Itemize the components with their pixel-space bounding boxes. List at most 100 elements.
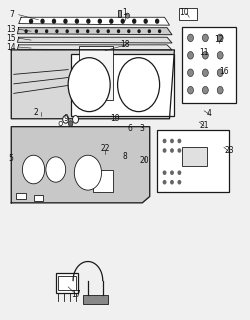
FancyBboxPatch shape	[182, 147, 206, 166]
Circle shape	[163, 180, 166, 184]
Circle shape	[144, 19, 147, 23]
FancyBboxPatch shape	[93, 170, 113, 192]
Text: 7: 7	[9, 10, 14, 19]
Text: 8: 8	[122, 152, 128, 161]
Polygon shape	[18, 45, 172, 50]
Circle shape	[158, 30, 160, 32]
Circle shape	[171, 140, 173, 142]
Text: 11: 11	[199, 48, 209, 57]
Polygon shape	[18, 37, 172, 43]
Text: 13: 13	[6, 25, 16, 34]
Circle shape	[110, 19, 113, 23]
Circle shape	[163, 140, 166, 142]
Circle shape	[217, 86, 223, 94]
Circle shape	[118, 30, 120, 32]
Text: 18: 18	[120, 40, 130, 49]
Circle shape	[68, 58, 110, 112]
Circle shape	[56, 30, 58, 32]
Circle shape	[41, 19, 44, 23]
Text: 16: 16	[219, 67, 229, 76]
Circle shape	[98, 19, 101, 23]
Circle shape	[87, 30, 89, 32]
Circle shape	[217, 34, 223, 42]
Circle shape	[163, 171, 166, 174]
Circle shape	[46, 30, 48, 32]
Text: 15: 15	[6, 34, 16, 43]
Circle shape	[36, 30, 37, 32]
Circle shape	[217, 69, 223, 76]
Circle shape	[188, 34, 194, 42]
Circle shape	[178, 140, 180, 142]
Circle shape	[64, 19, 67, 23]
Circle shape	[52, 19, 56, 23]
Text: 1: 1	[122, 8, 128, 17]
Circle shape	[76, 30, 78, 32]
Text: 14: 14	[6, 43, 16, 52]
FancyBboxPatch shape	[83, 295, 108, 304]
Circle shape	[178, 149, 180, 152]
Circle shape	[178, 180, 180, 184]
Text: 23: 23	[224, 146, 234, 155]
Polygon shape	[11, 127, 150, 203]
Circle shape	[59, 121, 62, 126]
Circle shape	[87, 19, 90, 23]
FancyBboxPatch shape	[118, 10, 121, 17]
Circle shape	[74, 155, 102, 190]
Circle shape	[72, 116, 78, 123]
Circle shape	[76, 19, 78, 23]
Circle shape	[66, 30, 68, 32]
Circle shape	[178, 171, 180, 174]
Polygon shape	[18, 28, 172, 35]
FancyBboxPatch shape	[180, 8, 197, 20]
Circle shape	[30, 19, 32, 23]
FancyBboxPatch shape	[70, 54, 174, 116]
Circle shape	[188, 86, 194, 94]
Circle shape	[163, 149, 166, 152]
Circle shape	[46, 157, 66, 182]
Text: 6: 6	[128, 124, 132, 133]
Text: 20: 20	[140, 156, 149, 164]
Text: 3: 3	[140, 124, 145, 133]
Circle shape	[121, 19, 124, 23]
Circle shape	[133, 19, 136, 23]
FancyBboxPatch shape	[157, 130, 229, 192]
Circle shape	[171, 180, 173, 184]
Text: 10: 10	[180, 8, 189, 17]
Circle shape	[188, 52, 194, 59]
Circle shape	[68, 121, 73, 126]
Circle shape	[126, 13, 130, 18]
FancyBboxPatch shape	[56, 273, 78, 293]
Text: 4: 4	[206, 108, 212, 117]
Circle shape	[202, 69, 208, 76]
Circle shape	[171, 171, 173, 174]
Circle shape	[63, 116, 69, 123]
Text: 9: 9	[63, 114, 68, 123]
Circle shape	[188, 69, 194, 76]
Text: 21: 21	[199, 121, 209, 130]
Circle shape	[156, 19, 158, 23]
Text: 2: 2	[34, 108, 38, 117]
FancyBboxPatch shape	[34, 195, 43, 201]
Circle shape	[148, 30, 150, 32]
Circle shape	[128, 30, 130, 32]
Polygon shape	[19, 17, 170, 25]
Text: 17: 17	[71, 290, 80, 299]
Circle shape	[118, 58, 160, 112]
Text: 19: 19	[110, 114, 120, 123]
FancyBboxPatch shape	[182, 27, 236, 103]
Circle shape	[217, 52, 223, 59]
Circle shape	[22, 155, 45, 184]
Circle shape	[202, 52, 208, 59]
Circle shape	[202, 34, 208, 42]
Text: 22: 22	[100, 144, 110, 153]
Text: 12: 12	[214, 35, 224, 44]
FancyBboxPatch shape	[16, 193, 26, 199]
Circle shape	[97, 30, 99, 32]
Circle shape	[25, 30, 27, 32]
Circle shape	[171, 149, 173, 152]
FancyBboxPatch shape	[79, 46, 113, 100]
Circle shape	[138, 30, 140, 32]
Circle shape	[202, 86, 208, 94]
Polygon shape	[11, 50, 174, 119]
Text: 5: 5	[9, 154, 14, 163]
